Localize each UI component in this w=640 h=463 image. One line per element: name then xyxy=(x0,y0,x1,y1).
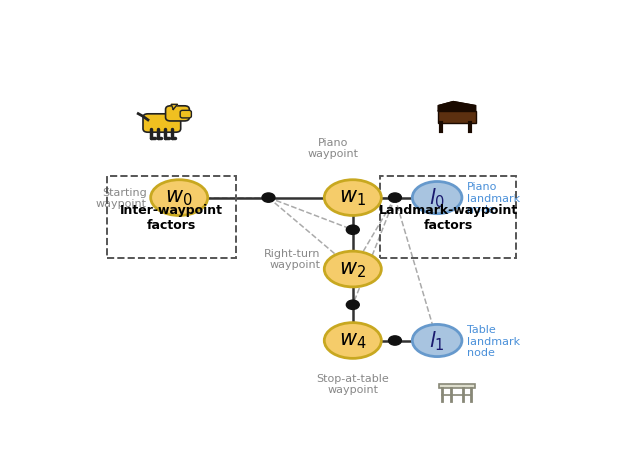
Polygon shape xyxy=(172,105,177,110)
FancyBboxPatch shape xyxy=(180,111,191,119)
Text: Stop-at-table
waypoint: Stop-at-table waypoint xyxy=(316,373,389,394)
Text: $w_1$: $w_1$ xyxy=(339,188,366,208)
Text: Inter-waypoint
factors: Inter-waypoint factors xyxy=(120,204,223,232)
Text: Starting
waypoint: Starting waypoint xyxy=(96,188,147,209)
Ellipse shape xyxy=(324,251,381,287)
FancyBboxPatch shape xyxy=(438,112,476,124)
Text: $w_4$: $w_4$ xyxy=(339,331,367,350)
Ellipse shape xyxy=(412,325,462,357)
Text: $l_0$: $l_0$ xyxy=(429,187,445,210)
Ellipse shape xyxy=(412,182,462,214)
Circle shape xyxy=(346,225,359,235)
Ellipse shape xyxy=(324,323,381,358)
Circle shape xyxy=(388,336,401,345)
FancyBboxPatch shape xyxy=(166,106,189,122)
Ellipse shape xyxy=(324,181,381,216)
Text: Table
landmark
node: Table landmark node xyxy=(467,324,520,357)
Text: Piano
landmark
node: Piano landmark node xyxy=(467,181,520,215)
Text: Right-turn
waypoint: Right-turn waypoint xyxy=(264,248,321,269)
Text: Landmark-waypoint
factors: Landmark-waypoint factors xyxy=(379,204,518,232)
FancyBboxPatch shape xyxy=(439,384,475,388)
Text: Piano
waypoint: Piano waypoint xyxy=(307,138,358,159)
Text: $w_0$: $w_0$ xyxy=(166,188,193,208)
Circle shape xyxy=(262,194,275,203)
Circle shape xyxy=(388,194,401,203)
Text: $l_1$: $l_1$ xyxy=(429,329,445,352)
Polygon shape xyxy=(438,102,476,112)
Ellipse shape xyxy=(150,181,208,216)
Circle shape xyxy=(346,300,359,310)
Text: $w_2$: $w_2$ xyxy=(339,260,366,279)
FancyBboxPatch shape xyxy=(143,114,180,133)
